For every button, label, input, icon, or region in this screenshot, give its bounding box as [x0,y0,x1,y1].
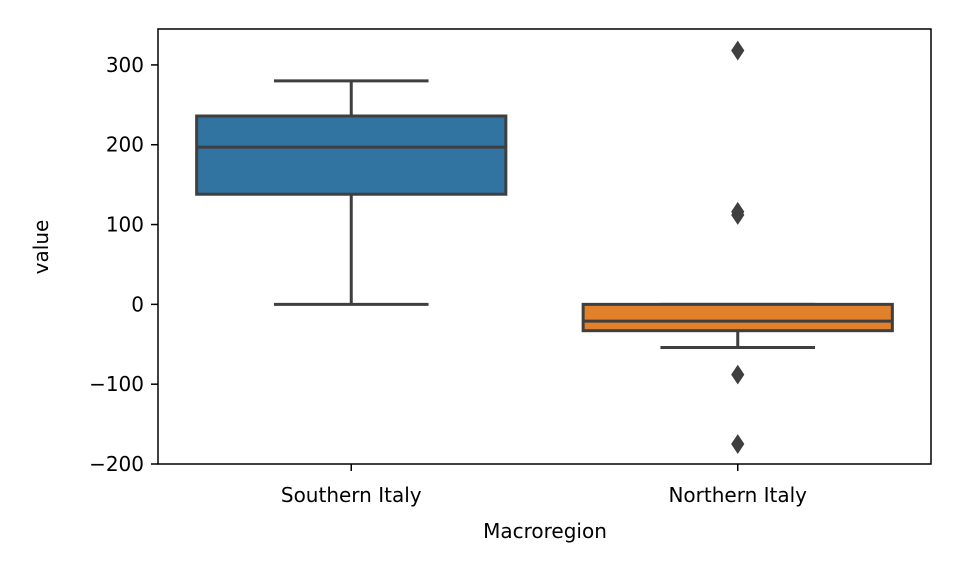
axes: −200 −100 0 100 200 300 Southern Italy Northern… [89,28,932,507]
outlier-point [731,364,745,385]
outlier-point [731,40,745,61]
plot-area [195,40,894,454]
box-iqr [195,114,508,196]
x-axis-label: Macroregion [483,519,607,543]
box-iqr [581,302,894,333]
y-tick-label: −200 [89,452,144,476]
x-tick-label: Northern Italy [668,483,807,507]
x-tick-label: Southern Italy [281,483,422,507]
outlier-point [731,434,745,454]
y-tick-label: 300 [106,53,144,77]
y-tick-label: 200 [106,133,144,157]
y-axis-label: value [29,220,53,275]
y-tick-label: 100 [106,213,144,237]
y-tick-label: −100 [89,372,144,396]
outlier-point [731,205,745,225]
y-tick-label: 0 [131,292,144,316]
plot-frame [157,28,932,465]
box-group-southern-italy [195,79,508,306]
box-group-northern-italy [581,40,894,454]
